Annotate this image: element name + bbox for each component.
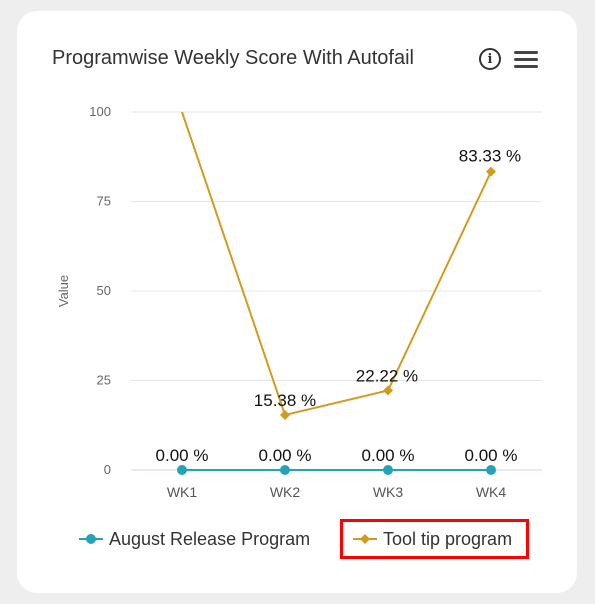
y-tick-label: 0 xyxy=(104,462,111,477)
series-line-1 xyxy=(181,111,492,417)
data-label: 0.00 % xyxy=(465,446,518,465)
y-tick-label: 25 xyxy=(97,373,111,388)
data-point-diamond xyxy=(486,166,496,177)
x-tick-label: WK4 xyxy=(476,484,507,500)
chart-legend: August Release Program Tool tip program xyxy=(17,519,577,559)
data-point-circle xyxy=(177,465,187,475)
legend-item-august-release-program[interactable]: August Release Program xyxy=(79,519,310,559)
data-label: 0.00 % xyxy=(156,446,209,465)
y-tick-label: 50 xyxy=(97,283,111,298)
x-tick-label: WK2 xyxy=(270,484,301,500)
chart-title: Programwise Weekly Score With Autofail xyxy=(52,47,414,69)
chart-card: Programwise Weekly Score With Autofail i… xyxy=(17,11,577,593)
hamburger-menu-icon[interactable] xyxy=(514,51,538,69)
data-point-circle xyxy=(280,465,290,475)
data-point-diamond xyxy=(280,409,290,420)
legend-label: Tool tip program xyxy=(383,528,513,549)
y-axis-label: Value xyxy=(56,275,71,307)
legend-item-tool-tip-program[interactable]: Tool tip program xyxy=(340,519,529,559)
legend-diamond-marker-icon xyxy=(353,534,377,544)
data-point-circle xyxy=(383,465,393,475)
data-label: 22.22 % xyxy=(356,366,418,385)
legend-label: August Release Program xyxy=(109,528,311,549)
data-label: 0.00 % xyxy=(259,446,312,465)
y-tick-label: 75 xyxy=(97,194,111,209)
y-tick-label: 100 xyxy=(89,104,111,119)
info-icon[interactable]: i xyxy=(479,48,501,70)
data-label: 83.33 % xyxy=(459,147,521,166)
x-tick-label: WK3 xyxy=(373,484,404,500)
line-chart: 0 25 50 75 100 Value WK1 WK2 WK3 WK4 0.00 % 0.00 % 0… xyxy=(56,104,542,500)
legend-circle-marker-icon xyxy=(79,534,103,544)
data-point-diamond xyxy=(383,385,393,396)
x-tick-label: WK1 xyxy=(167,484,198,500)
data-label: 0.00 % xyxy=(362,446,415,465)
data-label: 15.38 % xyxy=(254,391,316,410)
data-point-circle xyxy=(486,465,496,475)
